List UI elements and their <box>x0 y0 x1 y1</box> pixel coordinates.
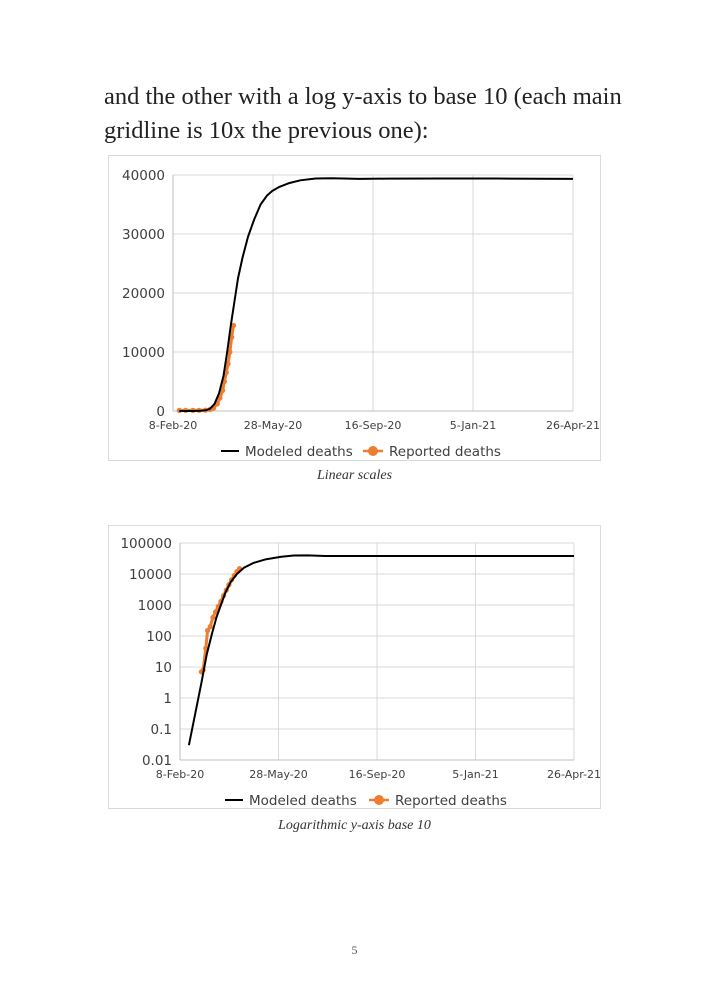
reported-deaths-point <box>229 334 235 340</box>
x-tick-label: 28-May-20 <box>249 768 307 781</box>
reported-deaths-point <box>210 614 216 620</box>
legend-reported-label: Reported deaths <box>389 444 501 460</box>
y-tick-label: 0.1 <box>151 722 172 738</box>
y-tick-label: 100000 <box>120 536 172 552</box>
y-tick-label: 40000 <box>122 168 165 184</box>
linear-chart-caption: Linear scales <box>316 468 393 483</box>
legend-modeled-label: Modeled deaths <box>245 444 353 460</box>
reported-deaths-point <box>225 361 231 367</box>
y-tick-label: 10000 <box>122 345 165 361</box>
y-tick-label: 1000 <box>138 598 172 614</box>
linear-chart-svg: 0 10000 20000 30000 40000 8-Feb-20 28-May-20 16… <box>122 168 600 460</box>
y-tick-label: 0.01 <box>142 753 172 769</box>
x-tick-label: 26-Apr-21 <box>546 419 600 432</box>
log-chart-caption: Logarithmic y-axis base 10 <box>278 818 431 833</box>
log-chart-svg: 0.01 0.1 1 10 100 1000 10000 100000 8-Feb-20 28-M… <box>120 536 600 808</box>
y-tick-label: 1 <box>163 691 172 707</box>
reported-deaths-point <box>227 349 233 355</box>
x-tick-label: 16-Sep-20 <box>349 768 406 781</box>
legend-reported-swatch-marker <box>368 446 378 456</box>
legend-modeled-label: Modeled deaths <box>249 793 357 808</box>
y-tick-label: 20000 <box>122 286 165 302</box>
x-tick-label: 8-Feb-20 <box>149 419 197 432</box>
x-tick-label: 8-Feb-20 <box>156 768 204 781</box>
legend-reported-swatch-marker <box>374 795 384 805</box>
x-tick-label: 16-Sep-20 <box>345 419 402 432</box>
y-tick-label: 100 <box>146 629 172 645</box>
modeled-deaths-line <box>187 554 574 746</box>
x-tick-label: 28-May-20 <box>244 419 302 432</box>
legend-reported-label: Reported deaths <box>395 793 507 808</box>
y-tick-label: 30000 <box>122 227 165 243</box>
x-tick-label: 5-Jan-21 <box>452 768 499 781</box>
reported-deaths-point <box>207 624 213 630</box>
y-tick-label: 10000 <box>129 567 172 583</box>
page-number: 5 <box>351 943 358 957</box>
y-tick-label: 0 <box>156 404 165 420</box>
reported-deaths-point <box>204 627 211 634</box>
intro-paragraph: and the other with a log y-axis to base … <box>104 83 622 144</box>
y-tick-label: 10 <box>155 660 172 676</box>
modeled-deaths-line <box>179 177 574 412</box>
reported-deaths-point <box>220 387 226 393</box>
linear-chart: 0 10000 20000 30000 40000 8-Feb-20 28-May-20 16… <box>108 155 601 461</box>
x-tick-label: 26-Apr-21 <box>547 768 600 781</box>
x-tick-label: 5-Jan-21 <box>450 419 497 432</box>
reported-deaths-point <box>230 322 237 329</box>
log-chart: 0.01 0.1 1 10 100 1000 10000 100000 8-Feb-20 28-M… <box>108 525 601 809</box>
reported-deaths-point <box>212 609 219 615</box>
